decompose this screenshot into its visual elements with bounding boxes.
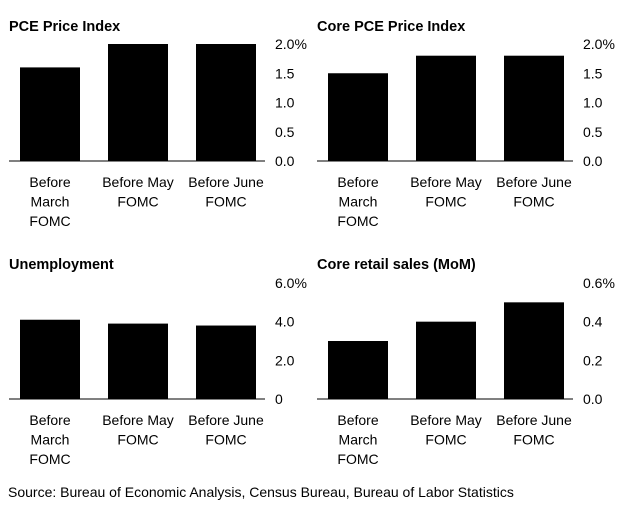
bar xyxy=(504,55,564,162)
chart-panel: Core PCE Price Index 2.0% 1.5 1.0 0.5 0.0 Befo… xyxy=(317,19,615,229)
x-tick-label: March xyxy=(339,194,378,210)
x-tick-label: March xyxy=(31,194,70,210)
x-tick-label: Before xyxy=(337,174,378,190)
x-tick-label: FOMC xyxy=(513,194,554,210)
x-tick-label: March xyxy=(339,432,378,448)
x-tick-label: FOMC xyxy=(337,213,378,229)
y-tick-label: 1.0 xyxy=(275,95,295,111)
y-tick-label: 2.0% xyxy=(275,36,307,52)
y-tick-label: 1.0 xyxy=(583,95,603,111)
x-tick-label: Before June xyxy=(188,174,264,190)
y-tick-label: 0.5 xyxy=(275,124,295,140)
chart-panel: Unemployment 6.0% 4.0 2.0 0 Before March FOMC Be… xyxy=(9,257,307,467)
chart-title: PCE Price Index xyxy=(9,19,120,35)
x-tick-label: FOMC xyxy=(205,432,246,448)
x-tick-label: Before xyxy=(29,412,70,428)
x-tick-label: FOMC xyxy=(425,432,466,448)
x-tick-label: Before June xyxy=(496,174,572,190)
x-tick-label: March xyxy=(31,432,70,448)
x-tick-label: Before May xyxy=(102,174,174,190)
x-tick-label: Before May xyxy=(410,174,482,190)
y-tick-label: 0.6% xyxy=(583,275,615,291)
y-tick-label: 2.0 xyxy=(275,352,295,368)
y-tick-label: 2.0% xyxy=(583,36,615,52)
x-tick-label: FOMC xyxy=(29,213,70,229)
y-tick-label: 0.2 xyxy=(583,352,603,368)
bar xyxy=(328,73,388,161)
x-tick-label: FOMC xyxy=(117,432,158,448)
y-tick-label: 0.0 xyxy=(583,153,603,169)
bar xyxy=(504,302,564,399)
x-tick-label: Before xyxy=(337,412,378,428)
x-tick-label: Before May xyxy=(410,412,482,428)
x-tick-label: Before June xyxy=(188,412,264,428)
y-tick-label: 0.0 xyxy=(275,153,295,169)
y-tick-label: 1.5 xyxy=(275,65,295,81)
chart-title: Core retail sales (MoM) xyxy=(317,257,476,273)
x-tick-label: FOMC xyxy=(117,194,158,210)
x-tick-label: Before May xyxy=(102,412,174,428)
x-tick-label: FOMC xyxy=(425,194,466,210)
source-note: Source: Bureau of Economic Analysis, Cen… xyxy=(8,484,514,500)
bar xyxy=(196,44,256,161)
x-tick-label: Before xyxy=(29,174,70,190)
y-tick-label: 1.5 xyxy=(583,65,603,81)
y-tick-label: 0.4 xyxy=(583,314,603,330)
y-tick-label: 0.0 xyxy=(583,391,603,407)
x-tick-label: FOMC xyxy=(337,451,378,467)
x-tick-label: FOMC xyxy=(29,451,70,467)
bar xyxy=(416,321,476,399)
bar xyxy=(108,44,168,161)
bar xyxy=(416,55,476,162)
bar xyxy=(20,67,80,161)
y-tick-label: 0.5 xyxy=(583,124,603,140)
bar xyxy=(108,323,168,399)
bar xyxy=(20,319,80,399)
y-tick-label: 0 xyxy=(275,391,283,407)
bar xyxy=(328,341,388,399)
x-tick-label: Before June xyxy=(496,412,572,428)
chart-title: Unemployment xyxy=(9,257,114,273)
chart-title: Core PCE Price Index xyxy=(317,19,465,35)
x-tick-label: FOMC xyxy=(513,432,554,448)
bar xyxy=(196,325,256,399)
x-tick-label: FOMC xyxy=(205,194,246,210)
y-tick-label: 4.0 xyxy=(275,314,295,330)
y-tick-label: 6.0% xyxy=(275,275,307,291)
chart-panel: PCE Price Index 2.0% 1.5 1.0 0.5 0.0 Before Mar… xyxy=(9,19,307,229)
chart-panel: Core retail sales (MoM) 0.6% 0.4 0.2 0.0 Befo… xyxy=(317,257,615,467)
